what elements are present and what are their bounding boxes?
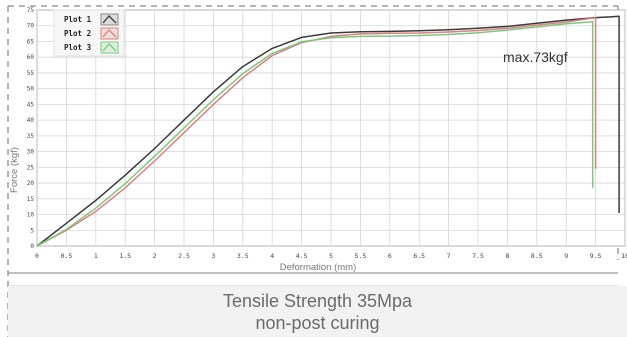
series-line-plot-3 bbox=[36, 20, 594, 247]
x-tick-label: 6 bbox=[388, 252, 392, 260]
y-tick-label: 20 bbox=[27, 180, 35, 187]
y-tick-label: 50 bbox=[27, 86, 35, 93]
y-tick-label: 45 bbox=[27, 101, 35, 108]
x-tick-label: 3 bbox=[211, 252, 215, 260]
y-tick-label: 30 bbox=[27, 149, 35, 156]
x-tick-label: 6.5 bbox=[413, 252, 425, 260]
x-tick-label: 10 bbox=[621, 252, 627, 260]
x-tick-label: 2 bbox=[153, 252, 157, 260]
y-tick-label: 5 bbox=[30, 227, 34, 234]
legend-label-plot-1: Plot 1 bbox=[64, 15, 92, 24]
x-tick-label: 9.5 bbox=[590, 252, 602, 260]
x-tick-label: 1.5 bbox=[119, 252, 131, 260]
y-tick-label: 35 bbox=[27, 133, 35, 140]
y-tick-label: 25 bbox=[27, 164, 35, 171]
legend-swatch-plot-1 bbox=[100, 13, 119, 26]
legend-swatch-plot-2 bbox=[100, 27, 119, 40]
legend-swatch-plot-3 bbox=[100, 41, 119, 54]
y-tick-label: 10 bbox=[27, 212, 35, 219]
x-axis-label: Deformation (mm) bbox=[280, 262, 357, 273]
x-tick-label: 2.5 bbox=[178, 252, 190, 260]
x-tick-label: 1 bbox=[94, 252, 98, 260]
legend-label-plot-2: Plot 2 bbox=[64, 29, 91, 38]
max-annotation: max.73kgf bbox=[503, 49, 568, 65]
y-tick-label: 60 bbox=[27, 54, 35, 61]
series-line-plot-2 bbox=[36, 17, 597, 247]
x-tick-label: 3.5 bbox=[237, 252, 249, 260]
x-tick-label: 9 bbox=[564, 252, 568, 260]
caption-panel: Tensile Strength 35Mpa non-post curing bbox=[8, 286, 627, 337]
x-tick-label: 0.5 bbox=[61, 252, 73, 260]
grid bbox=[36, 9, 626, 247]
y-tick-label: 70 bbox=[27, 23, 35, 30]
y-tick-label: 15 bbox=[27, 196, 35, 203]
x-tick-label: 4 bbox=[270, 252, 274, 260]
x-tick-labels: 0 0.5 1 1.5 2 2.5 3 3.5 4 4.5 5 5.5 6 6.5 7 7.5 8 8.5 9 9.5… bbox=[35, 252, 627, 260]
x-tick-label: 8.5 bbox=[531, 252, 543, 260]
x-tick-label: 7 bbox=[447, 252, 451, 260]
series-line-plot-1 bbox=[36, 15, 620, 247]
caption-title: Tensile Strength 35Mpa bbox=[222, 291, 413, 311]
legend-label-plot-3: Plot 3 bbox=[64, 43, 92, 52]
series-lines bbox=[36, 15, 620, 247]
caption-subtitle: non-post curing bbox=[255, 313, 380, 333]
x-tick-label: 5.5 bbox=[355, 252, 367, 260]
y-tick-label: 0 bbox=[30, 243, 34, 250]
y-tick-label: 65 bbox=[27, 38, 35, 45]
x-tick-label: 4.5 bbox=[296, 252, 308, 260]
y-tick-label: 55 bbox=[27, 70, 35, 77]
x-tick-label: 0 bbox=[35, 252, 39, 260]
x-tick-label: 8 bbox=[505, 252, 509, 260]
y-tick-label: 40 bbox=[27, 117, 35, 124]
legend: Plot 1 Plot 2 Plot 3 bbox=[53, 9, 125, 57]
x-tick-label: 5 bbox=[329, 252, 333, 260]
x-tick-label: 7.5 bbox=[472, 252, 484, 260]
y-tick-labels: 0 5 10 15 20 25 30 35 40 45 50 55 60 65 70 75 bbox=[27, 7, 35, 250]
y-tick-label: 75 bbox=[27, 7, 35, 14]
y-axis-label: Force (kgf) bbox=[9, 147, 20, 193]
